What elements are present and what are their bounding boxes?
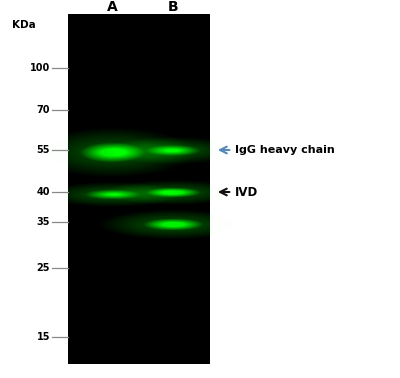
Text: B: B	[168, 0, 178, 14]
Text: KDa: KDa	[12, 20, 36, 30]
Text: 25: 25	[36, 263, 50, 273]
Text: 55: 55	[36, 145, 50, 155]
Text: IgG heavy chain: IgG heavy chain	[220, 145, 335, 155]
Text: 35: 35	[36, 217, 50, 227]
Text: A: A	[107, 0, 117, 14]
Text: 100: 100	[30, 63, 50, 73]
Text: 40: 40	[36, 187, 50, 197]
Text: 70: 70	[36, 105, 50, 115]
Text: 15: 15	[36, 332, 50, 342]
Text: IVD: IVD	[220, 186, 258, 198]
